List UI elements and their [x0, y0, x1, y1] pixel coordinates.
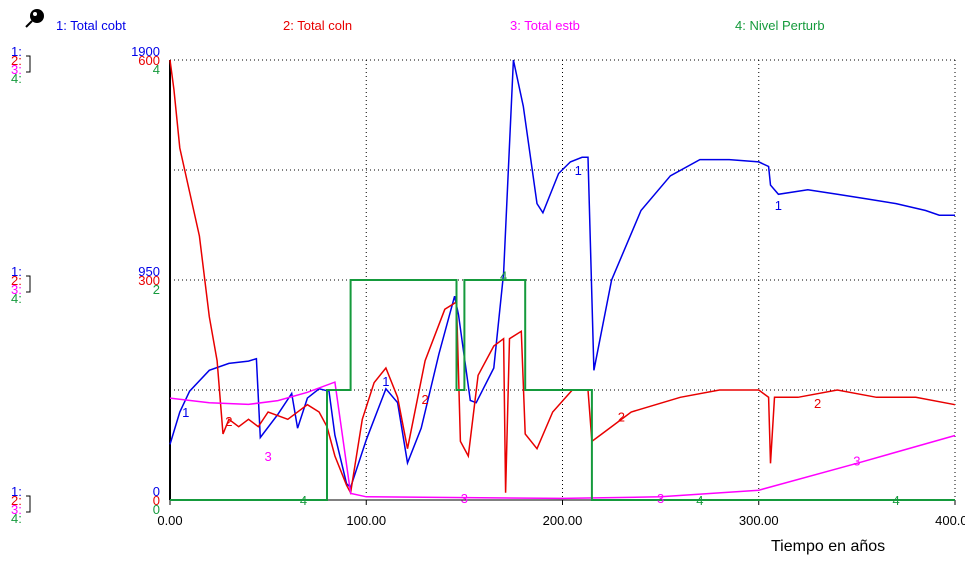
x-tick-labels: 0.00 100.00 200.00 300.00 400.00	[157, 513, 965, 528]
axis-index-label: 1:	[11, 484, 22, 499]
curve-marker-4: 4	[500, 269, 507, 284]
curve-marker-2: 2	[422, 392, 429, 407]
y-tick-label: 4	[153, 62, 160, 77]
curve-marker-1: 1	[382, 374, 389, 389]
y-tick-label: 1900	[131, 44, 160, 59]
curve-marker-1: 1	[182, 405, 189, 420]
axis-bracket	[26, 275, 31, 293]
legend-entry: 2: Total coln	[283, 18, 352, 33]
pin-icon[interactable]	[25, 9, 44, 28]
y-tick-label: 950	[138, 264, 160, 279]
y-tick-label: 2	[153, 282, 160, 297]
series-line-3	[169, 381, 956, 500]
axis-index-label: 3:	[11, 62, 22, 77]
legend-label: 2: Total coln	[283, 18, 352, 33]
curve-marker-2: 2	[225, 414, 232, 429]
legend-entry: 1: Total cobt	[56, 18, 126, 33]
curve-marker-2: 2	[814, 396, 821, 411]
axis-index-label: 4:	[11, 291, 22, 306]
curve-marker-4: 4	[696, 493, 703, 508]
axis-index-label: 4:	[11, 71, 22, 86]
x-tick-label: 100.00	[346, 513, 386, 528]
chart-header	[25, 9, 44, 28]
axis-index-label: 2:	[11, 53, 22, 68]
curve-marker-2: 2	[618, 409, 625, 424]
curve-marker-3: 3	[657, 491, 664, 506]
legend-entry: 4: Nivel Perturb	[735, 18, 825, 33]
axis-index-label: 4:	[11, 511, 22, 526]
curve-marker-4: 4	[300, 493, 307, 508]
curve-marker-3: 3	[265, 449, 272, 464]
axis-index-label: 2:	[11, 273, 22, 288]
y-tick-label: 300	[138, 273, 160, 288]
y-tick-label: 0	[153, 484, 160, 499]
series-line-4	[170, 279, 955, 501]
axis-index-label: 3:	[11, 502, 22, 517]
y-tick-label: 600	[138, 53, 160, 68]
axis-index-label: 1:	[11, 264, 22, 279]
legend-label: 1: Total cobt	[56, 18, 126, 33]
series-lines	[169, 59, 956, 501]
curve-marker-1: 1	[775, 198, 782, 213]
curve-markers: 1 2 3 1 2 3 4 4 1 2 3 4 1 2 3 4	[182, 163, 900, 508]
axis-bracket	[26, 495, 31, 513]
x-tick-label: 0.00	[157, 513, 182, 528]
legend: 1: Total cobt 2: Total coln 3: Total estb 4…	[56, 18, 825, 33]
curve-marker-1: 1	[575, 163, 582, 178]
curve-marker-4: 4	[893, 493, 900, 508]
legend-entry: 3: Total estb	[510, 18, 580, 33]
axis-index-label: 1:	[11, 44, 22, 59]
y-tick-label: 0	[153, 502, 160, 517]
legend-label: 3: Total estb	[510, 18, 580, 33]
x-tick-label: 200.00	[543, 513, 583, 528]
axis-index-label: 2:	[11, 493, 22, 508]
x-axis-label: Tiempo en años	[771, 538, 886, 555]
curve-marker-3: 3	[461, 491, 468, 506]
axis-bracket	[26, 55, 31, 73]
x-tick-label: 300.00	[739, 513, 779, 528]
legend-label: 4: Nivel Perturb	[735, 18, 825, 33]
axis-index-label: 3:	[11, 282, 22, 297]
axes	[169, 60, 956, 505]
y-tick-label: 0	[153, 493, 160, 508]
grid	[170, 59, 956, 500]
curve-marker-3: 3	[853, 453, 860, 468]
x-tick-label: 400.00	[935, 513, 965, 528]
